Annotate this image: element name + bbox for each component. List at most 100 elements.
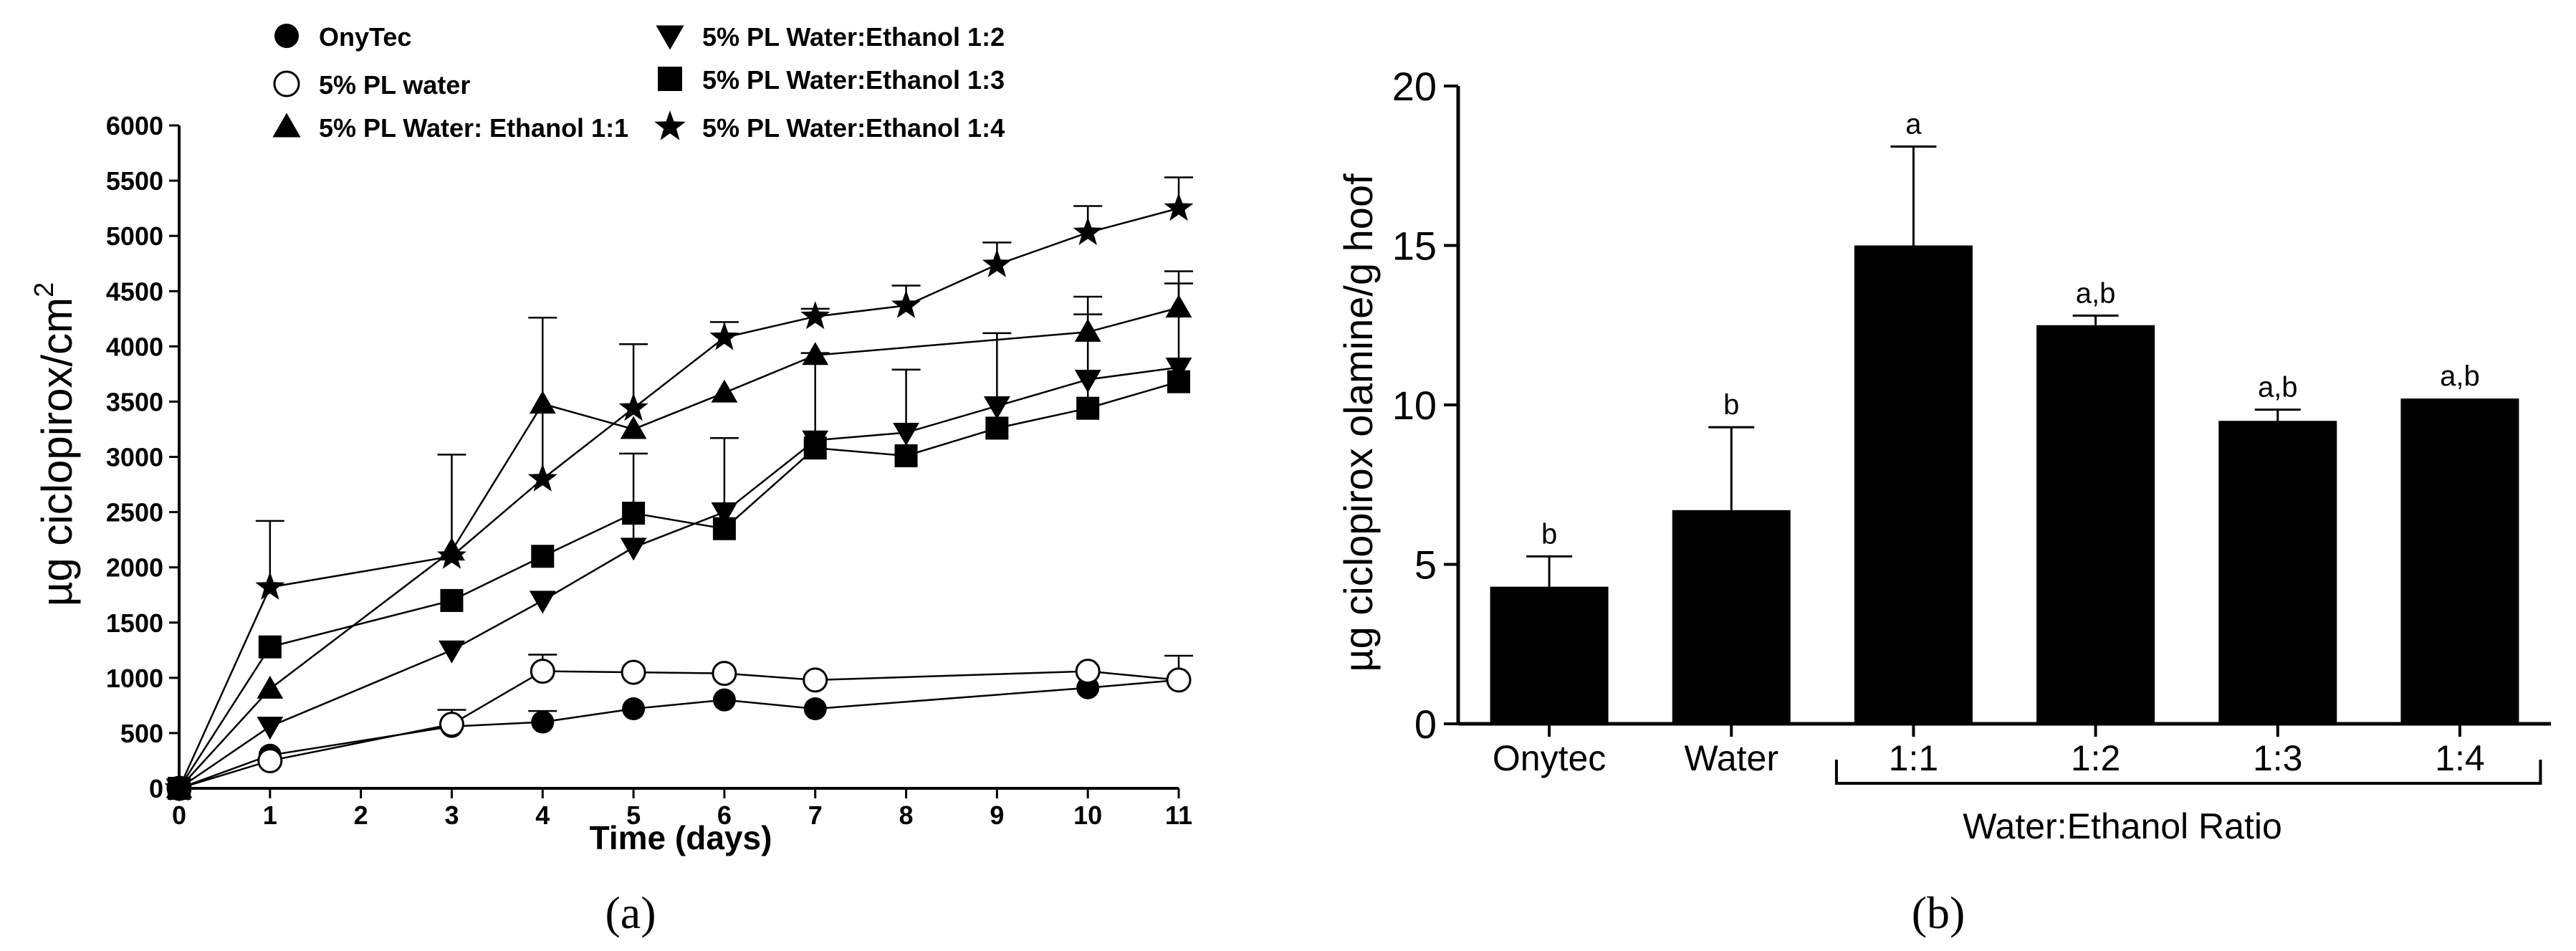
data-point xyxy=(1167,370,1190,393)
legend: OnyTec 5% PL water 5% PL Water: Ethanol 1:… xyxy=(272,22,1005,143)
y-tick-label-b: 20 xyxy=(1392,64,1437,109)
x-tick-label-a: 0 xyxy=(172,801,186,830)
category-label: 1:1 xyxy=(1889,738,1939,778)
y-tick-label-b: 15 xyxy=(1392,224,1437,269)
series-line xyxy=(178,381,1179,789)
panel-label-a: (a) xyxy=(605,887,656,938)
legend-item-5: 5% PL Water:Ethanol 1:3 xyxy=(658,65,1005,95)
data-point xyxy=(1075,659,1101,684)
data-point xyxy=(529,591,556,614)
data-point xyxy=(620,416,647,439)
legend-item-4: 5% PL Water:Ethanol 1:2 xyxy=(656,22,1005,52)
data-point xyxy=(982,249,1012,277)
x-tick-label-a: 4 xyxy=(535,801,550,830)
legend-label: 5% PL Water:Ethanol 1:2 xyxy=(702,22,1005,52)
data-point xyxy=(531,545,555,568)
data-point xyxy=(620,537,647,561)
axes-a: 0 500 1000 1500 2000 2500 3000 3500 4000 4500 5000… xyxy=(106,111,1192,830)
series-5 xyxy=(168,270,1193,800)
data-point xyxy=(439,640,465,664)
bar-4 xyxy=(2036,325,2155,724)
significance-label: a xyxy=(1905,109,1922,140)
data-point xyxy=(618,393,648,421)
significance-label: a,b xyxy=(2258,372,2298,403)
x-axis-label-a: Time (days) xyxy=(590,819,772,856)
y-tick-label-b: 5 xyxy=(1414,543,1437,588)
data-point xyxy=(712,661,737,687)
y-tick-label-a: 3000 xyxy=(106,443,163,472)
y-tick-label-a: 1500 xyxy=(106,608,163,638)
series-line xyxy=(178,307,1179,789)
bar-5 xyxy=(2218,421,2337,724)
data-point xyxy=(985,416,1009,440)
data-point xyxy=(255,571,285,600)
data-point xyxy=(440,588,464,612)
data-point xyxy=(800,301,830,330)
series-1 xyxy=(168,668,1190,800)
data-point xyxy=(711,379,738,403)
data-point xyxy=(258,635,282,659)
x-tick-label-a: 5 xyxy=(626,801,641,830)
y-tick-label-a: 0 xyxy=(149,774,163,803)
legend-label: OnyTec xyxy=(319,22,411,52)
x-tick-label-a: 9 xyxy=(990,801,1004,830)
y-tick-label-a: 3500 xyxy=(106,387,163,416)
x-tick-label-a: 3 xyxy=(444,801,459,830)
legend-label: 5% PL Water: Ethanol 1:1 xyxy=(319,113,628,143)
legend-item-1: OnyTec xyxy=(274,22,411,52)
legend-marker xyxy=(656,25,684,50)
data-point xyxy=(527,463,557,492)
category-label: Water xyxy=(1685,738,1779,778)
data-point xyxy=(712,517,736,540)
series-line xyxy=(178,679,1179,790)
y-axis-label-a: µg ciclopirox/cm2 xyxy=(29,282,81,606)
legend-marker xyxy=(658,67,682,91)
x-tick-label-a: 6 xyxy=(717,801,732,830)
legend-marker xyxy=(272,113,301,138)
y-tick-label-a: 2000 xyxy=(106,553,163,583)
x-tick-label-a: 1 xyxy=(263,801,277,830)
data-point xyxy=(439,712,464,737)
legend-marker xyxy=(274,24,299,48)
y-tick-label-b: 0 xyxy=(1414,702,1437,747)
data-point xyxy=(709,322,739,350)
significance-label: a,b xyxy=(2440,360,2480,392)
category-label: 1:3 xyxy=(2253,738,2303,778)
group-bracket xyxy=(1834,760,2542,785)
series-2 xyxy=(166,654,1193,801)
significance-label: b xyxy=(1541,518,1557,550)
bar-6 xyxy=(2400,398,2519,724)
legend-item-3: 5% PL Water: Ethanol 1:1 xyxy=(272,113,628,143)
data-point xyxy=(257,717,284,740)
panel-b: µg ciclopirox olamine/g hoof 0 5 10 15 20 b O… xyxy=(1336,64,2551,938)
data-point xyxy=(803,436,827,460)
category-label: 1:4 xyxy=(2435,738,2485,778)
x-tick-label-a: 10 xyxy=(1073,801,1102,830)
data-point xyxy=(164,773,194,801)
data-point xyxy=(1164,193,1194,221)
y-tick-label-a: 5000 xyxy=(106,221,163,251)
data-point xyxy=(530,659,555,684)
data-point xyxy=(891,290,921,318)
data-point xyxy=(1166,667,1192,693)
legend-item-6: 5% PL Water:Ethanol 1:4 xyxy=(654,110,1005,143)
data-point xyxy=(803,697,827,720)
data-point xyxy=(1076,396,1100,420)
legend-label: 5% PL water xyxy=(319,70,470,100)
bar-2 xyxy=(1672,510,1791,724)
data-point xyxy=(436,540,466,569)
data-point xyxy=(803,667,828,693)
data-point xyxy=(712,688,736,712)
y-tick-label-a: 4500 xyxy=(106,277,163,306)
x-tick-label-a: 2 xyxy=(354,801,368,830)
x-tick-label-a: 11 xyxy=(1165,801,1192,830)
y-tick-label-a: 2500 xyxy=(106,498,163,527)
significance-label: b xyxy=(1723,389,1739,421)
data-point xyxy=(894,444,918,467)
series-3 xyxy=(166,282,1193,798)
category-label: Onytec xyxy=(1493,738,1606,778)
y-tick-label-a: 4000 xyxy=(106,332,163,361)
y-tick-label-a: 5500 xyxy=(106,166,163,196)
y-tick-label-a: 6000 xyxy=(106,111,163,140)
